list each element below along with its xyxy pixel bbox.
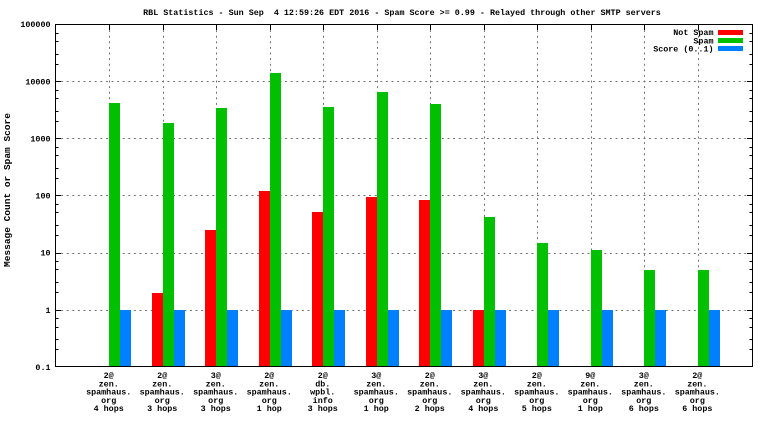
svg-text:spamhaus.: spamhaus. [86, 388, 131, 398]
svg-text:org: org [155, 396, 170, 406]
svg-text:spamhaus.: spamhaus. [407, 388, 452, 398]
svg-text:9@: 9@ [585, 371, 595, 381]
svg-text:org: org [369, 396, 384, 406]
svg-text:zen.: zen. [634, 379, 654, 389]
svg-text:zen.: zen. [527, 379, 547, 389]
svg-text:spamhaus.: spamhaus. [247, 388, 292, 398]
svg-text:2@: 2@ [692, 371, 702, 381]
svg-text:4 hops: 4 hops [94, 404, 124, 414]
svg-text:zen.: zen. [366, 379, 386, 389]
svg-text:1 hop: 1 hop [578, 404, 603, 414]
svg-text:2@: 2@ [425, 371, 435, 381]
svg-text:0.1: 0.1 [35, 363, 50, 373]
svg-text:2@: 2@ [157, 371, 167, 381]
svg-text:zen.: zen. [152, 379, 172, 389]
svg-text:org: org [529, 396, 544, 406]
svg-text:Spam: Spam [693, 36, 713, 46]
svg-text:org: org [422, 396, 437, 406]
svg-text:4 hops: 4 hops [468, 404, 498, 414]
svg-text:spamhaus.: spamhaus. [140, 388, 185, 398]
svg-text:2@: 2@ [532, 371, 542, 381]
svg-text:spamhaus.: spamhaus. [675, 388, 720, 398]
svg-text:zen.: zen. [580, 379, 600, 389]
svg-text:org: org [101, 396, 116, 406]
svg-text:100000: 100000 [20, 20, 50, 30]
svg-text:10: 10 [40, 249, 50, 259]
svg-text:spamhaus.: spamhaus. [621, 388, 666, 398]
svg-text:3 hops: 3 hops [147, 404, 177, 414]
svg-text:info: info [313, 396, 333, 406]
svg-text:2@: 2@ [318, 371, 328, 381]
svg-text:1: 1 [45, 306, 50, 316]
svg-text:spamhaus.: spamhaus. [461, 388, 506, 398]
svg-text:1 hop: 1 hop [364, 404, 389, 414]
svg-text:org: org [636, 396, 651, 406]
svg-text:spamhaus.: spamhaus. [193, 388, 238, 398]
svg-text:Not Spam: Not Spam [673, 28, 713, 38]
svg-text:org: org [476, 396, 491, 406]
svg-text:5 hops: 5 hops [522, 404, 552, 414]
svg-text:3@: 3@ [211, 371, 221, 381]
svg-text:Score (0..1): Score (0..1) [653, 45, 713, 55]
svg-text:2@: 2@ [264, 371, 274, 381]
svg-text:1000: 1000 [30, 134, 50, 144]
svg-text:6 hops: 6 hops [682, 404, 712, 414]
svg-text:org: org [583, 396, 598, 406]
svg-text:2 hops: 2 hops [415, 404, 445, 414]
svg-text:6 hops: 6 hops [629, 404, 659, 414]
svg-text:3 hops: 3 hops [201, 404, 231, 414]
svg-text:RBL Statistics - Sun Sep 4 12: RBL Statistics - Sun Sep 4 12:59:26 EDT … [143, 8, 661, 18]
svg-text:spamhaus.: spamhaus. [354, 388, 399, 398]
svg-text:1 hop: 1 hop [257, 404, 282, 414]
svg-text:zen.: zen. [99, 379, 119, 389]
svg-text:zen.: zen. [206, 379, 226, 389]
svg-text:wpbl.: wpbl. [310, 388, 335, 398]
svg-text:org: org [262, 396, 277, 406]
svg-text:spamhaus.: spamhaus. [568, 388, 613, 398]
svg-text:3 hops: 3 hops [308, 404, 338, 414]
svg-text:3@: 3@ [371, 371, 381, 381]
svg-text:3@: 3@ [478, 371, 488, 381]
svg-text:Message Count or Spam Score: Message Count or Spam Score [2, 113, 13, 267]
svg-text:zen.: zen. [473, 379, 493, 389]
svg-text:org: org [208, 396, 223, 406]
svg-text:zen.: zen. [259, 379, 279, 389]
svg-text:3@: 3@ [639, 371, 649, 381]
svg-text:zen.: zen. [687, 379, 707, 389]
svg-text:2@: 2@ [104, 371, 114, 381]
svg-text:zen.: zen. [420, 379, 440, 389]
svg-text:10000: 10000 [25, 77, 50, 87]
svg-text:spamhaus.: spamhaus. [514, 388, 559, 398]
svg-text:db.: db. [315, 379, 330, 389]
svg-text:org: org [690, 396, 705, 406]
svg-text:100: 100 [35, 192, 50, 202]
